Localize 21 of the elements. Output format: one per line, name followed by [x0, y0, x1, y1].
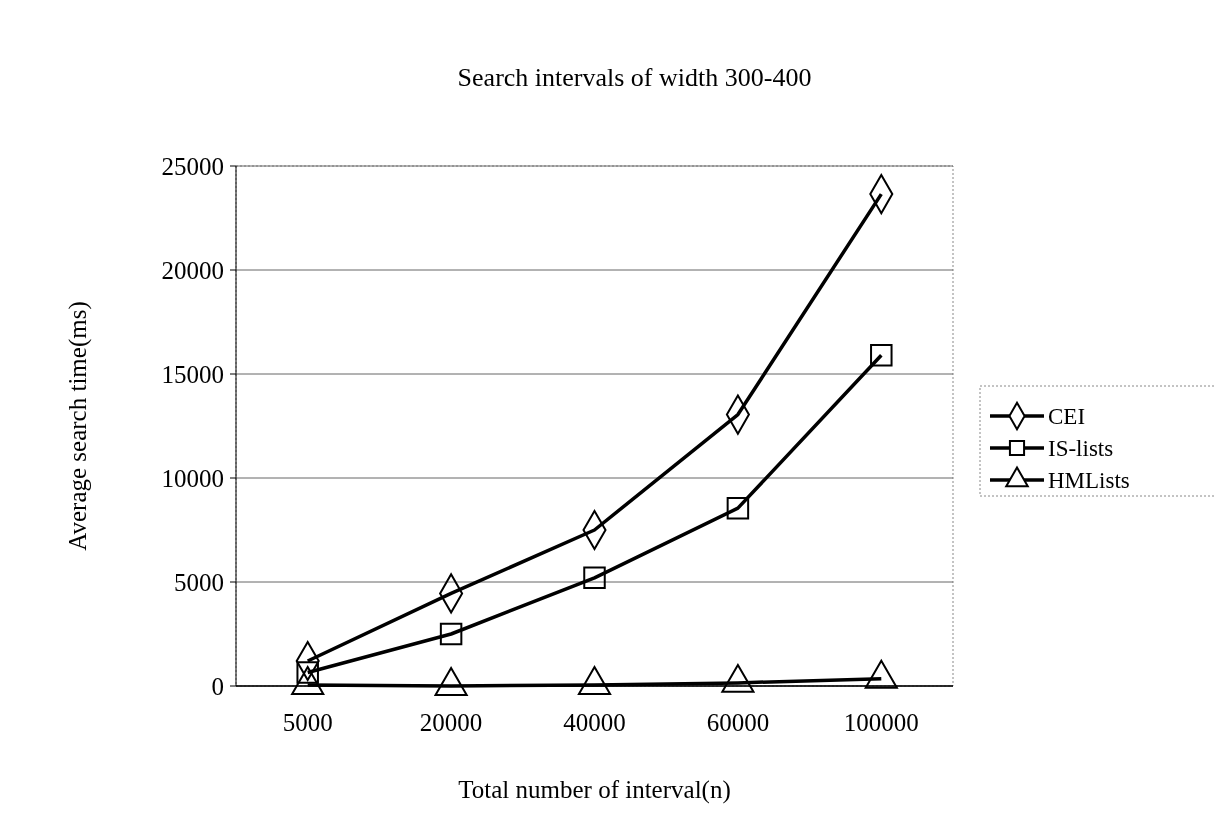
x-tick-label: 100000: [843, 709, 919, 736]
y-tick-label: 20000: [161, 256, 224, 284]
y-tick-label: 5000: [174, 568, 224, 596]
point: [439, 622, 463, 646]
x-tick-label: 40000: [563, 709, 626, 736]
x-axis-title: Total number of interval(n): [458, 776, 731, 804]
point: [870, 344, 893, 367]
point: [726, 496, 750, 520]
x-tick-label: 5000: [282, 709, 333, 736]
point: [583, 566, 606, 590]
chart-title: Search intervals of width 300-400: [457, 63, 812, 92]
y-tick-label: 10000: [161, 464, 224, 492]
legend-label: CEI: [1048, 404, 1086, 430]
legend-label: HMLists: [1048, 468, 1130, 494]
legend-label: IS-lists: [1048, 436, 1114, 462]
y-tick-label: 0: [211, 672, 224, 700]
x-tick-label: 20000: [419, 709, 483, 736]
y-tick-label: 15000: [161, 360, 224, 388]
y-axis-title: Average search time(ms): [64, 301, 92, 551]
x-tick-label: 60000: [706, 709, 770, 736]
y-tick-label: 25000: [161, 152, 224, 180]
